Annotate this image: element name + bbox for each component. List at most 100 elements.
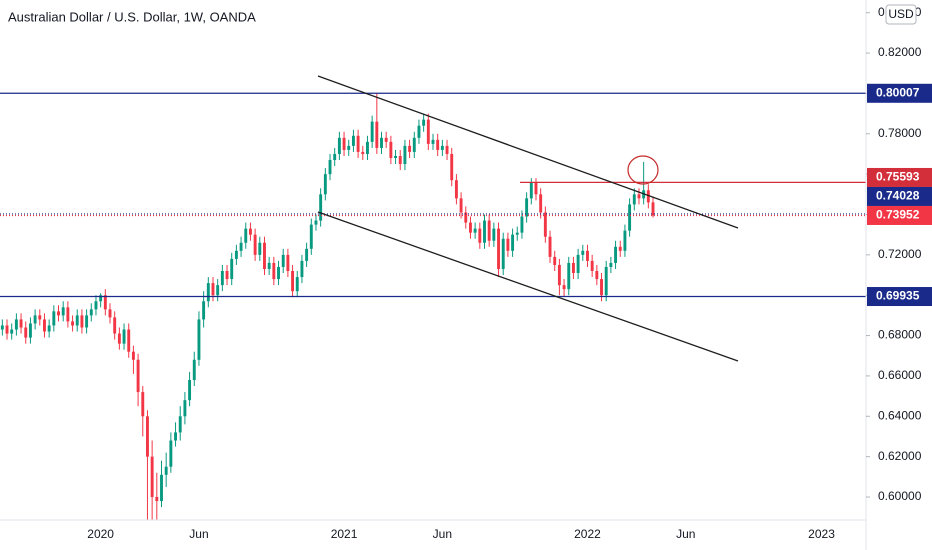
candle-body [539, 194, 543, 213]
candle-body [506, 238, 510, 251]
candle-body [33, 315, 37, 324]
candle-body [183, 400, 187, 417]
candle-body [487, 220, 491, 241]
candle-body [454, 180, 458, 199]
candle-body [412, 137, 416, 152]
price-level-label: 0.80007 [876, 85, 920, 99]
candle-body [398, 155, 402, 165]
candle-body [71, 321, 75, 326]
candle-body [534, 182, 538, 195]
candle-body [197, 319, 201, 360]
candle-body [445, 145, 449, 154]
candle-body [473, 228, 477, 233]
candle-body [127, 329, 131, 352]
candle-body [291, 270, 295, 292]
candle-body [525, 198, 529, 217]
x-tick-label: 2023 [808, 527, 835, 541]
candle-body [258, 242, 262, 255]
candle-body [164, 466, 168, 475]
candle-body [57, 311, 60, 316]
candle-body [323, 174, 327, 195]
candle-body [28, 323, 32, 338]
candle-body [108, 309, 112, 318]
candle-body [234, 250, 238, 259]
candle-body [646, 190, 650, 203]
candle-body [61, 307, 65, 316]
candle-body [178, 416, 182, 433]
candle-body [150, 456, 154, 497]
candle-body [394, 155, 398, 158]
currency-badge [885, 4, 917, 25]
candle-body [347, 145, 351, 150]
candle-body [85, 315, 89, 328]
drawings [317, 75, 739, 362]
candle-body [604, 266, 608, 296]
candle-body [356, 135, 360, 152]
y-tick-label: 0.72000 [878, 247, 922, 261]
candle-body [94, 301, 98, 310]
x-tick-label: 2020 [87, 527, 114, 541]
x-tick-label: Jun [433, 527, 452, 541]
candle-body [113, 317, 117, 334]
candle-body [651, 202, 655, 216]
trend-line-upper [317, 75, 739, 229]
candle-body [19, 319, 23, 328]
candle-body [10, 329, 14, 334]
candle-body [248, 228, 252, 235]
candle-body [403, 145, 407, 165]
candle-body [623, 230, 627, 251]
candle-body [253, 234, 257, 255]
candle-body [581, 250, 585, 255]
candle-body [483, 220, 486, 243]
candle-body [103, 295, 107, 310]
candle-body [263, 242, 266, 269]
candle-body [328, 160, 332, 175]
candle-body [202, 301, 206, 320]
candle-body [520, 216, 524, 233]
candle-body [300, 260, 304, 278]
candle-body [216, 285, 220, 296]
y-tick-label: 0.64000 [878, 408, 922, 422]
candle-body [89, 309, 93, 316]
highlight-ellipse [627, 155, 659, 185]
candle-body [309, 224, 313, 249]
candle-body [380, 137, 383, 148]
candle-body [155, 496, 159, 502]
candle-body [431, 139, 435, 144]
candle-body [342, 137, 346, 150]
candle-body [314, 220, 318, 225]
candle-body [468, 222, 472, 233]
candle-body [417, 125, 421, 138]
candle-body [14, 319, 18, 330]
candle-body [131, 351, 135, 360]
candle-body [600, 279, 603, 296]
candle-body [319, 194, 323, 221]
price-level-badge [867, 287, 932, 307]
candle-body [267, 262, 271, 269]
candle-body [220, 270, 224, 286]
price-level-badge [867, 167, 932, 187]
y-tick-label: 0.60000 [878, 489, 922, 503]
candle-body [295, 277, 299, 292]
x-tick-label: 2021 [331, 527, 358, 541]
candle-body [618, 246, 622, 251]
candle-body [230, 258, 234, 280]
candle-body [422, 119, 426, 126]
candle-body [553, 256, 557, 265]
candle-body [492, 228, 496, 241]
candle-body [333, 153, 337, 161]
candle-body [370, 121, 374, 142]
candle-body [272, 262, 276, 280]
candle-body [529, 182, 533, 199]
candle-body [586, 250, 589, 261]
price-level-badge [867, 205, 932, 225]
candle-body [590, 260, 594, 271]
candle-body [614, 246, 618, 263]
candle-body [459, 198, 463, 213]
candle-body [286, 254, 290, 271]
candle-body [188, 379, 192, 401]
y-tick-label: 0.82000 [878, 45, 922, 59]
candle-body [628, 204, 632, 231]
candle-body [497, 228, 500, 269]
candle-body [305, 248, 309, 261]
